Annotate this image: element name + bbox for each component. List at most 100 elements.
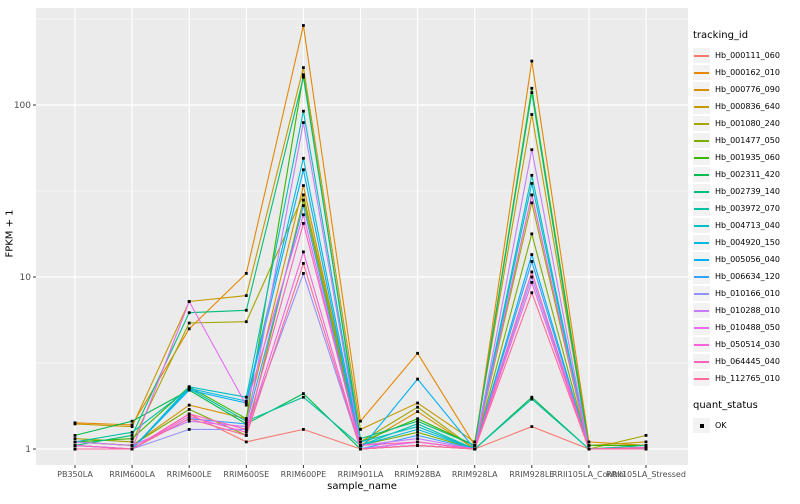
data-point (530, 397, 534, 401)
data-point (530, 148, 534, 152)
data-point (73, 434, 77, 437)
data-point (530, 173, 534, 177)
legend-item-Hb_010166_010: Hb_010166_010 (693, 285, 798, 302)
data-point (530, 201, 534, 205)
legend-item-label: Hb_010288_010 (715, 306, 780, 315)
data-point (644, 447, 648, 451)
data-point (187, 311, 191, 315)
data-point (73, 422, 77, 426)
legend-item-Hb_010288_010: Hb_010288_010 (693, 302, 798, 319)
data-point (416, 410, 419, 413)
data-point (187, 419, 191, 423)
legend-tracking-id: tracking_id Hb_000111_060 Hb_000162_010 Hb… (693, 30, 798, 387)
data-point (244, 422, 248, 426)
data-point (530, 86, 534, 90)
data-point (244, 425, 248, 428)
data-point (302, 121, 305, 124)
data-point (530, 425, 534, 428)
data-point (302, 75, 305, 79)
data-point (416, 444, 419, 447)
data-point (587, 447, 591, 451)
line-key-icon (693, 116, 710, 131)
x-tick-label: RRIM901LA (338, 470, 384, 479)
line-key-icon (693, 303, 710, 318)
data-point (416, 434, 419, 437)
x-tick-label: RRIM928LA (452, 470, 498, 479)
legend-item-label: Hb_005056_040 (715, 255, 780, 264)
square-point-key-icon (693, 418, 710, 433)
data-point (644, 440, 648, 444)
x-tick-label: RRIM600PE (281, 470, 327, 479)
data-point (473, 447, 477, 451)
legend-item-Hb_002311_420: Hb_002311_420 (693, 166, 798, 183)
data-point (187, 428, 191, 431)
y-tick-label: 10 (20, 273, 32, 283)
data-point (530, 260, 534, 263)
legend-item-label: Hb_050514_030 (715, 340, 780, 349)
legend-item-label: Hb_006634_120 (715, 272, 780, 281)
data-point (130, 434, 134, 437)
data-point (244, 401, 248, 405)
data-point (416, 351, 419, 355)
line-key-icon (693, 48, 710, 63)
data-point (73, 440, 77, 444)
data-point (73, 444, 77, 447)
data-point (359, 437, 362, 440)
line-key-icon (693, 133, 710, 148)
data-point (416, 419, 419, 423)
data-point (130, 425, 134, 428)
legend-item-Hb_112765_010: Hb_112765_010 (693, 370, 798, 387)
line-key-icon (693, 269, 710, 284)
data-point (530, 113, 534, 116)
data-point (530, 253, 534, 256)
legend-item-label: Hb_010488_050 (715, 323, 780, 332)
line-key-icon (693, 82, 710, 97)
line-key-icon (693, 65, 710, 80)
data-point (187, 403, 191, 407)
line-key-icon (693, 218, 710, 233)
data-point (73, 447, 77, 451)
x-tick-label: RRIM600LA (109, 470, 155, 479)
legend-item-Hb_004920_150: Hb_004920_150 (693, 234, 798, 251)
data-point (530, 193, 534, 197)
legend-item-Hb_000162_010: Hb_000162_010 (693, 64, 798, 81)
x-tick-label: RRII105LA_Control (552, 470, 626, 479)
legend-item-Hb_000776_090: Hb_000776_090 (693, 81, 798, 98)
data-point (130, 440, 134, 444)
y-axis-title: FPKM + 1 (4, 209, 16, 258)
data-point (359, 447, 362, 451)
data-point (244, 434, 248, 437)
data-point (244, 272, 248, 275)
data-point (359, 428, 362, 431)
data-point (416, 377, 419, 381)
data-point (530, 59, 534, 63)
legend-item-label: Hb_004920_150 (715, 238, 780, 247)
x-tick-label: PB350LA (57, 470, 93, 479)
data-point (473, 444, 477, 447)
x-axis-title: sample_name (327, 481, 397, 492)
data-point (302, 73, 305, 77)
data-point (244, 320, 248, 324)
data-point (416, 422, 419, 426)
legend-item-Hb_006634_120: Hb_006634_120 (693, 268, 798, 285)
legend-item-Hb_000111_060: Hb_000111_060 (693, 47, 798, 64)
data-point (244, 440, 248, 444)
data-point (416, 440, 419, 444)
data-point (187, 385, 191, 389)
legend-item-label: Hb_001935_060 (715, 153, 780, 162)
data-point (244, 399, 248, 403)
legend-item-label: Hb_000162_010 (715, 68, 780, 77)
data-point (530, 270, 534, 274)
data-point (359, 444, 362, 447)
line-key-icon (693, 184, 710, 199)
data-point (187, 388, 191, 392)
x-tick-label: RRIM928LE (509, 470, 554, 479)
data-point (530, 275, 534, 279)
data-point (187, 327, 191, 331)
data-point (302, 24, 305, 27)
data-point (302, 109, 305, 113)
line-key-icon (693, 320, 710, 335)
data-point (302, 204, 305, 207)
legend-item-Hb_005056_040: Hb_005056_040 (693, 251, 798, 268)
